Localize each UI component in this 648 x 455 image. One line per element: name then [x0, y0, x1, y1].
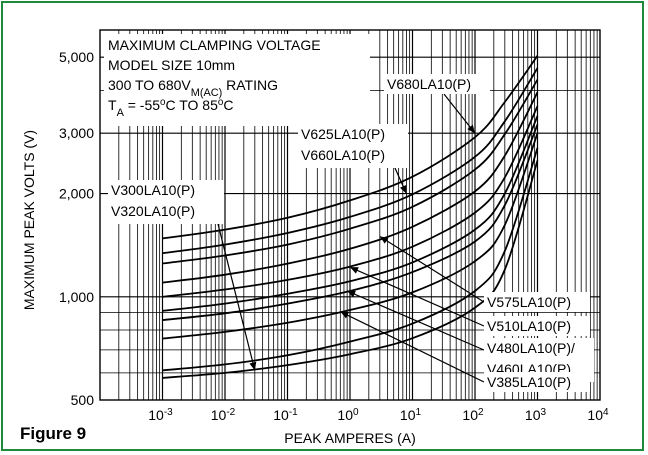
x-tick-base: 10 [273, 407, 289, 423]
callout-arrowhead [347, 290, 356, 298]
chart-title-run: T [108, 97, 117, 113]
x-tick-base: 10 [148, 407, 164, 423]
callout-line [379, 235, 485, 303]
callout-arrowhead [399, 184, 407, 194]
callout-line [349, 266, 485, 327]
x-tick-exponent: -2 [226, 407, 235, 418]
x-tick-base: 10 [462, 407, 478, 423]
curve-label: V660LA10(P) [301, 147, 385, 163]
curve-label-box [298, 124, 408, 168]
callout-line [340, 311, 485, 383]
curve-label: V680LA10(P) [387, 76, 471, 92]
series-line [162, 79, 539, 265]
chart-title-run: C TO 85 [165, 97, 218, 113]
title-box [104, 34, 370, 126]
curve-label-box [484, 372, 590, 392]
x-tick-exponent: 0 [353, 407, 359, 418]
x-tick-label: 101 [400, 407, 422, 424]
callout-line [346, 290, 485, 351]
x-tick-label: 100 [337, 407, 359, 424]
y-tick-label: 2,000 [59, 186, 94, 202]
chart-title-line: 300 TO 680VM(AC) RATING [108, 77, 278, 99]
chart-title-run: MAXIMUM CLAMPING VOLTAGE [108, 37, 321, 53]
curve-label: V320LA10(P) [111, 203, 195, 219]
y-tick-label: 5,000 [59, 49, 94, 65]
callout-arrowhead [379, 236, 389, 244]
callout-arrowhead [350, 267, 359, 274]
curve-label-box [484, 292, 590, 312]
x-tick-base: 10 [337, 407, 353, 423]
y-axis-label: MAXIMUM PEAK VOLTS (V) [21, 130, 37, 310]
x-tick-exponent: -1 [289, 407, 298, 418]
x-tick-label: 104 [587, 407, 609, 424]
chart-title-sup: o [160, 97, 166, 108]
callout-arrowhead [249, 361, 257, 371]
curve-label-box [384, 74, 490, 94]
plot-frame [99, 29, 601, 401]
callout-line [443, 93, 476, 134]
chart-title-sup: o [218, 97, 224, 108]
chart-title-run: = -55 [124, 97, 160, 113]
series-line [162, 132, 539, 340]
series-line [162, 147, 539, 372]
x-tick-exponent: -3 [164, 407, 173, 418]
callout-arrowhead [340, 311, 350, 319]
curve-label: V385LA10(P) [487, 374, 571, 390]
curve-label-group: V680LA10(P) V625LA10(P) V660LA10(P) V300LA1… [108, 74, 594, 392]
curve-label: V480LA10(P)/ [487, 340, 575, 356]
curve-label: V625LA10(P) [301, 126, 385, 142]
x-tick-label: 10-1 [273, 407, 298, 424]
chart-title-run: C [223, 97, 233, 113]
series-line [162, 115, 539, 312]
x-tick-exponent: 2 [478, 407, 484, 418]
curve-label-box [108, 180, 224, 224]
series-line [162, 55, 539, 240]
x-tick-label: 10-2 [211, 407, 236, 424]
y-tick-label: 500 [71, 392, 95, 408]
curve-label: V575LA10(P) [487, 294, 571, 310]
x-tick-label: 10-3 [148, 407, 173, 424]
series-line [162, 67, 539, 255]
y-tick-label: 3,000 [59, 125, 94, 141]
chart-title-line: MAXIMUM CLAMPING VOLTAGE [108, 37, 321, 53]
x-tick-base: 10 [211, 407, 227, 423]
x-tick-exponent: 1 [416, 407, 422, 418]
chart-title-line: TA = -55oC TO 85oC [108, 97, 233, 120]
chart-title-run: 300 TO 680V [108, 77, 191, 93]
curve-label-box [484, 316, 590, 336]
chart-title-sub: A [117, 107, 125, 119]
x-tick-exponent: 3 [541, 407, 547, 418]
x-tick-exponent: 4 [603, 407, 609, 418]
chart-title-sub: M(AC) [191, 87, 222, 99]
curve-label: V510LA10(P) [487, 318, 571, 334]
chart-title-run: MODEL SIZE 10mm [108, 57, 235, 73]
x-tick-base: 10 [400, 407, 416, 423]
chart-title-line: MODEL SIZE 10mm [108, 57, 235, 73]
chart-title-run: RATING [222, 77, 278, 93]
series-line [162, 124, 539, 321]
series-line [162, 160, 539, 379]
x-tick-base: 10 [587, 407, 603, 423]
x-tick-label: 103 [525, 407, 547, 424]
callout-arrowhead [467, 124, 475, 134]
x-tick-label: 102 [462, 407, 484, 424]
figure-label: Figure 9 [20, 424, 87, 443]
curve-label: V300LA10(P) [111, 182, 195, 198]
x-tick-base: 10 [525, 407, 541, 423]
x-axis-label: PEAK AMPERES (A) [284, 430, 415, 446]
y-tick-label: 1,000 [59, 289, 94, 305]
callout-line [217, 223, 256, 371]
